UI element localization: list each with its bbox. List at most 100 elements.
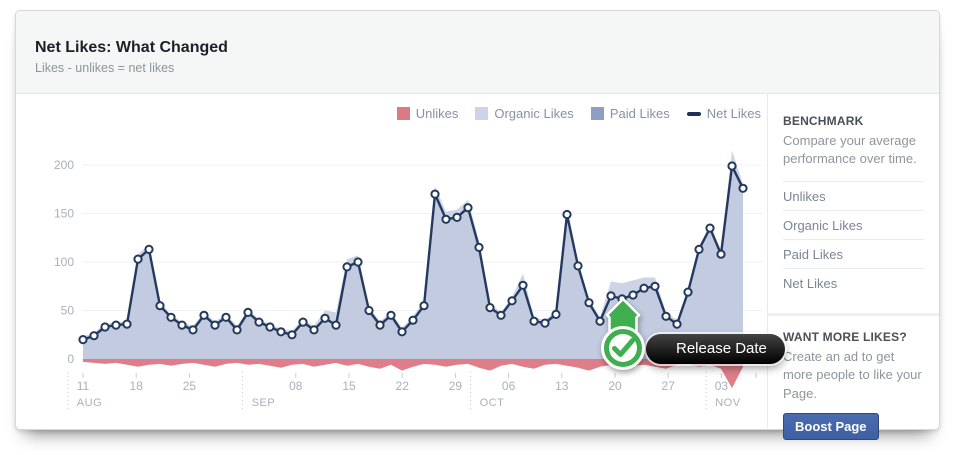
benchmark-item-paid-likes[interactable]: Paid Likes xyxy=(783,238,924,268)
net-likes-point[interactable] xyxy=(155,301,165,311)
organic-likes-swatch-icon xyxy=(475,107,489,120)
check-icon xyxy=(612,338,635,357)
net-likes-point[interactable] xyxy=(89,331,99,341)
legend-item-paid-likes[interactable]: Paid Likes xyxy=(590,106,670,121)
y-axis-label-100: 100 xyxy=(54,255,74,269)
net-likes-point[interactable] xyxy=(474,242,484,252)
net-likes-point[interactable] xyxy=(738,183,748,193)
net-likes-point[interactable] xyxy=(276,327,286,337)
net-likes-point[interactable] xyxy=(364,305,374,316)
net-likes-point[interactable] xyxy=(650,281,660,291)
net-likes-point[interactable] xyxy=(661,311,671,321)
net-likes-point[interactable] xyxy=(232,325,242,335)
net-likes-point[interactable] xyxy=(606,291,616,301)
net-likes-point[interactable] xyxy=(705,223,715,233)
net-likes-point[interactable] xyxy=(683,287,693,297)
release-pin-graphic xyxy=(601,297,645,370)
net-likes-point[interactable] xyxy=(254,317,264,327)
net-likes-point[interactable] xyxy=(386,310,396,320)
card-header: Net Likes: What Changed Likes - unlikes … xyxy=(16,11,939,94)
release-date-marker[interactable] xyxy=(593,296,653,374)
net-likes-point[interactable] xyxy=(628,290,638,300)
net-likes-point[interactable] xyxy=(320,313,330,323)
month-label-oct: OCT xyxy=(480,397,505,409)
insights-card: Net Likes: What Changed Likes - unlikes … xyxy=(15,10,940,441)
net-likes-point[interactable] xyxy=(496,310,506,320)
net-likes-point[interactable] xyxy=(518,280,528,290)
paid-likes-swatch-icon xyxy=(590,107,604,120)
net-likes-point[interactable] xyxy=(122,319,132,329)
net-likes-point[interactable] xyxy=(639,283,649,293)
net-likes-point[interactable] xyxy=(298,317,308,327)
x-axis-label-20: 20 xyxy=(608,379,622,393)
net-likes-point[interactable] xyxy=(342,262,352,272)
net-likes-point[interactable] xyxy=(210,320,220,330)
net-likes-point[interactable] xyxy=(529,316,539,326)
y-axis-label-150: 150 xyxy=(54,207,74,221)
promo-description: Create an ad to get more people to like … xyxy=(783,348,922,401)
net-likes-point[interactable] xyxy=(353,257,363,267)
net-likes-point[interactable] xyxy=(309,325,319,335)
net-likes-point[interactable] xyxy=(221,312,231,322)
net-likes-point[interactable] xyxy=(397,327,407,337)
net-likes-point[interactable] xyxy=(540,318,550,328)
net-likes-point[interactable] xyxy=(408,315,418,325)
x-axis-label-27: 27 xyxy=(662,379,676,393)
net-likes-point[interactable] xyxy=(287,330,297,340)
legend-item-net-likes[interactable]: Net Likes xyxy=(686,106,761,121)
benchmark-description: Compare your average performance over ti… xyxy=(783,133,917,167)
net-likes-point[interactable] xyxy=(100,322,110,332)
net-likes-point[interactable] xyxy=(188,325,198,335)
net-likes-point[interactable] xyxy=(595,316,605,326)
chart-legend: Unlikes Organic Likes Paid Likes Net Likes xyxy=(396,106,761,121)
legend-item-organic-likes[interactable]: Organic Likes xyxy=(475,106,574,121)
benchmark-item-unlikes[interactable]: Unlikes xyxy=(783,180,924,210)
net-likes-point[interactable] xyxy=(166,312,176,322)
net-likes-point[interactable] xyxy=(441,214,451,224)
benchmark-title: BENCHMARK xyxy=(783,114,864,128)
net-likes-point[interactable] xyxy=(727,161,737,171)
release-date-label: Release Date xyxy=(676,340,767,357)
net-likes-area-fill xyxy=(83,166,743,359)
net-likes-point[interactable] xyxy=(463,203,473,213)
x-axis-label-08: 08 xyxy=(289,379,303,393)
net-likes-point[interactable] xyxy=(430,189,440,199)
net-likes-point[interactable] xyxy=(452,212,462,223)
card-body: Unlikes Organic Likes Paid Likes Net Likes … xyxy=(16,94,939,441)
page-subtitle: Likes - unlikes = net likes xyxy=(35,61,175,75)
net-likes-point[interactable] xyxy=(694,244,704,254)
x-axis-label-13: 13 xyxy=(555,379,569,393)
net-likes-point[interactable] xyxy=(265,322,275,332)
page-title: Net Likes: What Changed xyxy=(35,39,228,56)
net-likes-point[interactable] xyxy=(485,303,495,313)
x-axis-label-25: 25 xyxy=(183,379,197,393)
net-likes-swatch-icon xyxy=(686,111,701,116)
boost-page-button[interactable]: Boost Page xyxy=(783,413,879,441)
net-likes-point[interactable] xyxy=(144,244,154,254)
net-likes-point[interactable] xyxy=(562,209,572,220)
x-axis-label-18: 18 xyxy=(130,379,144,393)
net-likes-point[interactable] xyxy=(133,254,143,264)
net-likes-point[interactable] xyxy=(419,301,429,311)
x-axis-label-15: 15 xyxy=(342,379,356,393)
net-likes-point[interactable] xyxy=(573,261,583,271)
net-likes-point[interactable] xyxy=(584,298,594,308)
unlikes-swatch-icon xyxy=(396,107,410,120)
net-likes-point[interactable] xyxy=(375,320,385,330)
legend-item-unlikes[interactable]: Unlikes xyxy=(396,106,459,121)
benchmark-item-net-likes[interactable]: Net Likes xyxy=(783,267,924,297)
net-likes-point[interactable] xyxy=(716,249,726,259)
net-likes-point[interactable] xyxy=(111,320,121,330)
net-likes-chart[interactable]: 0 50 100 150 200 AUG SEP OCT NOV 11 18 25 08 15 22 29 06… xyxy=(16,94,769,428)
legend-label: Unlikes xyxy=(415,106,459,121)
net-likes-point[interactable] xyxy=(177,320,187,330)
net-likes-point[interactable] xyxy=(672,319,682,329)
benchmark-item-organic-likes[interactable]: Organic Likes xyxy=(783,209,924,239)
net-likes-point[interactable] xyxy=(507,296,517,306)
net-likes-point[interactable] xyxy=(331,320,341,330)
net-likes-point[interactable] xyxy=(551,309,561,319)
net-likes-point[interactable] xyxy=(78,335,88,345)
net-likes-point[interactable] xyxy=(243,307,253,317)
net-likes-point[interactable] xyxy=(199,310,209,320)
